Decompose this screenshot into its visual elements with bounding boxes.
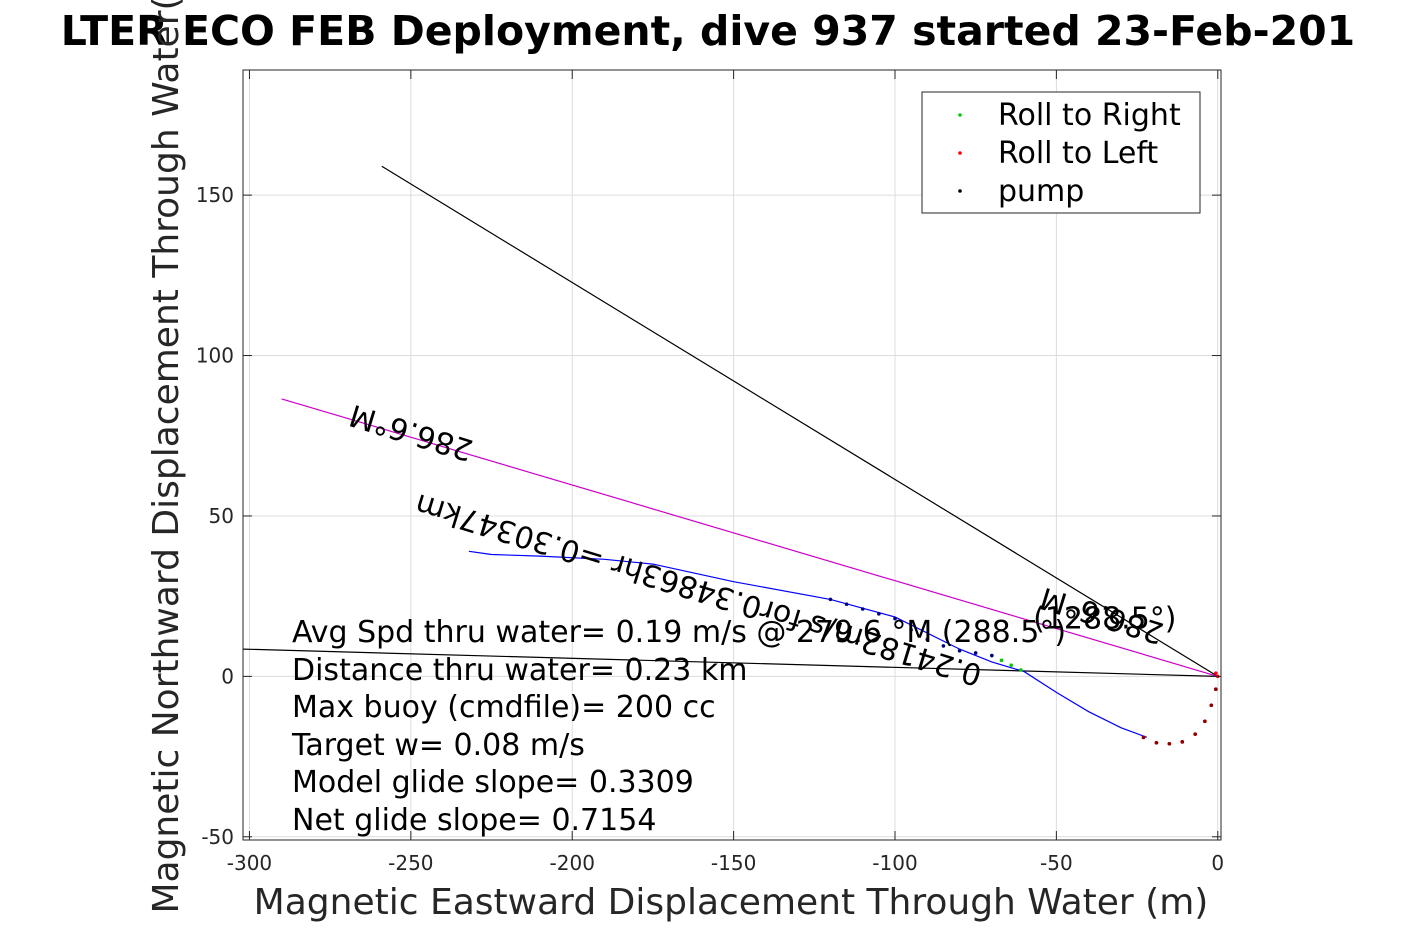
y-tick-label: 50 [209,504,234,528]
series-layer [242,165,1220,746]
axis-ticks: -300 -250 -200 -150 -100 -50 0 -50 0 50 100 150 [196,70,1224,875]
plot-frame [242,69,1222,841]
series-point-7 [1209,703,1214,708]
legend-label-roll-right: Roll to Right [998,98,1181,133]
series-point-6 [860,607,865,611]
x-axis-label: Magnetic Eastward Displacement Through W… [254,882,1209,923]
legend-box [921,91,1201,214]
series-point-6 [828,597,833,602]
series-point-6 [844,602,849,606]
series-point-7 [1214,687,1218,692]
legend-marker-roll-left [958,151,962,155]
y-tick-label: 150 [196,183,234,207]
series-point-6 [877,612,881,616]
series-point-5 [1019,668,1023,672]
chart-title: LTER ECO FEB Deployment, dive 937 starte… [61,7,1355,55]
series-point-4 [1214,671,1218,675]
series-point-6 [941,644,946,648]
series-point-5 [999,658,1004,663]
info-text-block: Avg Spd thru water= 0.19 m/s @ 279.6 °M … [291,615,1066,838]
info-line-avg-speed: Avg Spd thru water= 0.19 m/s @ 279.6 °M … [292,615,1066,650]
y-axis-label: Magnetic Northward Displacement Through … [146,0,187,914]
legend-label-roll-left: Roll to Left [998,136,1158,171]
y-tick-label: -50 [201,825,234,849]
series-point-7 [1203,719,1207,724]
annotation-3: (1288.5°) [1033,601,1176,636]
series-point-6 [893,616,897,621]
x-tick-label: -250 [388,851,433,875]
series-point-5 [1009,663,1013,667]
series-point-6 [909,628,913,632]
info-line-distance: Distance thru water= 0.23 km [292,653,747,688]
series-point-7 [1167,741,1172,746]
info-line-max-buoy: Max buoy (cmdfile)= 200 cc [292,690,716,725]
legend-label-pump: pump [998,174,1084,209]
series-point-6 [973,651,978,655]
series-point-7 [1180,740,1185,744]
series-point-6 [957,648,962,653]
y-tick-label: 0 [221,664,234,688]
x-tick-label: -100 [872,851,917,875]
series-line-2 [281,398,1218,677]
info-line-net-glide: Net glide slope= 0.7154 [292,803,656,838]
series-point-7 [1154,740,1159,745]
x-tick-label: -200 [550,851,595,875]
series-line-1 [242,648,1218,677]
series-point-7 [1141,735,1146,740]
info-line-target-w: Target w= 0.08 m/s [291,728,585,763]
x-tick-label: 0 [1211,851,1224,875]
series-point-6 [925,637,930,642]
y-tick-label: 100 [196,344,234,368]
series-line-0 [381,165,1219,677]
legend: Roll to Right Roll to Left pump [921,91,1201,214]
x-tick-label: -150 [711,851,756,875]
info-line-model-glide: Model glide slope= 0.3309 [292,765,694,800]
grid-lines [243,70,1221,840]
x-tick-label: -300 [227,851,272,875]
legend-marker-roll-right [958,113,962,117]
series-point-6 [990,653,994,658]
x-tick-label: -50 [1040,851,1073,875]
legend-marker-pump [958,189,962,193]
series-point-7 [1193,732,1197,736]
